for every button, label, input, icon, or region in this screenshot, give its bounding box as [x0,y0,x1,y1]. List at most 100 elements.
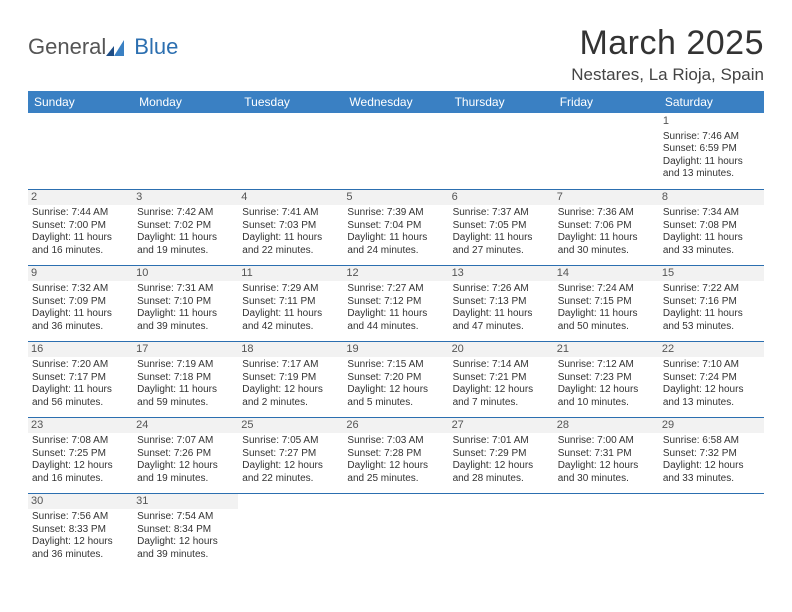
calendar-week-row: 1Sunrise: 7:46 AMSunset: 6:59 PMDaylight… [28,113,764,189]
calendar-week-row: 2Sunrise: 7:44 AMSunset: 7:00 PMDaylight… [28,189,764,265]
day-number: 3 [133,190,238,206]
sunset-text: Sunset: 7:05 PM [453,220,550,233]
sunset-text: Sunset: 8:33 PM [32,524,129,537]
sunset-text: Sunset: 7:29 PM [453,448,550,461]
sunrise-text: Sunrise: 6:58 AM [663,435,760,448]
calendar-day-cell: 16Sunrise: 7:20 AMSunset: 7:17 PMDayligh… [28,341,133,417]
calendar-day-cell: 22Sunrise: 7:10 AMSunset: 7:24 PMDayligh… [659,341,764,417]
sunset-text: Sunset: 7:21 PM [453,372,550,385]
calendar-day-cell: 3Sunrise: 7:42 AMSunset: 7:02 PMDaylight… [133,189,238,265]
sunset-text: Sunset: 7:31 PM [558,448,655,461]
day-number: 19 [343,342,448,358]
calendar-day-cell: 6Sunrise: 7:37 AMSunset: 7:05 PMDaylight… [449,189,554,265]
sunrise-text: Sunrise: 7:08 AM [32,435,129,448]
calendar-day-cell: 5Sunrise: 7:39 AMSunset: 7:04 PMDaylight… [343,189,448,265]
calendar-day-cell: 25Sunrise: 7:05 AMSunset: 7:27 PMDayligh… [238,417,343,493]
sunset-text: Sunset: 7:10 PM [137,296,234,309]
sunrise-text: Sunrise: 7:37 AM [453,207,550,220]
brand-logo: General Blue [28,24,178,60]
day-number: 28 [554,418,659,434]
calendar-week-row: 9Sunrise: 7:32 AMSunset: 7:09 PMDaylight… [28,265,764,341]
calendar-day-cell [659,493,764,569]
day-number: 1 [663,115,760,129]
calendar-day-cell: 23Sunrise: 7:08 AMSunset: 7:25 PMDayligh… [28,417,133,493]
calendar-day-cell: 17Sunrise: 7:19 AMSunset: 7:18 PMDayligh… [133,341,238,417]
day-number: 31 [133,494,238,510]
calendar-day-cell: 20Sunrise: 7:14 AMSunset: 7:21 PMDayligh… [449,341,554,417]
daylight-text: Daylight: 12 hours and 39 minutes. [137,536,234,561]
sunset-text: Sunset: 7:28 PM [347,448,444,461]
daylight-text: Daylight: 12 hours and 10 minutes. [558,384,655,409]
calendar-day-cell: 11Sunrise: 7:29 AMSunset: 7:11 PMDayligh… [238,265,343,341]
day-number: 5 [343,190,448,206]
day-number: 22 [659,342,764,358]
daylight-text: Daylight: 11 hours and 50 minutes. [558,308,655,333]
sunrise-text: Sunrise: 7:54 AM [137,511,234,524]
sunset-text: Sunset: 7:26 PM [137,448,234,461]
daylight-text: Daylight: 11 hours and 19 minutes. [137,232,234,257]
sunrise-text: Sunrise: 7:26 AM [453,283,550,296]
month-title: March 2025 [571,24,764,63]
sunset-text: Sunset: 7:32 PM [663,448,760,461]
daylight-text: Daylight: 12 hours and 28 minutes. [453,460,550,485]
sunrise-text: Sunrise: 7:15 AM [347,359,444,372]
daylight-text: Daylight: 12 hours and 2 minutes. [242,384,339,409]
daylight-text: Daylight: 11 hours and 42 minutes. [242,308,339,333]
calendar-day-cell: 9Sunrise: 7:32 AMSunset: 7:09 PMDaylight… [28,265,133,341]
sunset-text: Sunset: 7:00 PM [32,220,129,233]
calendar-day-cell [343,113,448,189]
brand-text-part1: General [28,34,106,59]
calendar-day-cell: 14Sunrise: 7:24 AMSunset: 7:15 PMDayligh… [554,265,659,341]
daylight-text: Daylight: 12 hours and 30 minutes. [558,460,655,485]
calendar-day-cell: 19Sunrise: 7:15 AMSunset: 7:20 PMDayligh… [343,341,448,417]
daylight-text: Daylight: 12 hours and 16 minutes. [32,460,129,485]
day-number: 11 [238,266,343,282]
sunrise-text: Sunrise: 7:29 AM [242,283,339,296]
calendar-day-cell: 10Sunrise: 7:31 AMSunset: 7:10 PMDayligh… [133,265,238,341]
calendar-day-cell: 29Sunrise: 6:58 AMSunset: 7:32 PMDayligh… [659,417,764,493]
calendar-day-cell [449,113,554,189]
calendar-week-row: 16Sunrise: 7:20 AMSunset: 7:17 PMDayligh… [28,341,764,417]
daylight-text: Daylight: 11 hours and 24 minutes. [347,232,444,257]
sunrise-text: Sunrise: 7:00 AM [558,435,655,448]
brand-text: General [28,34,106,60]
sunset-text: Sunset: 7:08 PM [663,220,760,233]
daylight-text: Daylight: 11 hours and 13 minutes. [663,156,760,181]
daylight-text: Daylight: 11 hours and 36 minutes. [32,308,129,333]
sunrise-text: Sunrise: 7:22 AM [663,283,760,296]
weekday-header: Friday [554,91,659,113]
day-number: 18 [238,342,343,358]
sunset-text: Sunset: 7:18 PM [137,372,234,385]
brand-mark-icon [106,36,132,56]
sunrise-text: Sunrise: 7:20 AM [32,359,129,372]
daylight-text: Daylight: 12 hours and 36 minutes. [32,536,129,561]
calendar-day-cell [238,113,343,189]
day-number: 24 [133,418,238,434]
calendar-day-cell: 24Sunrise: 7:07 AMSunset: 7:26 PMDayligh… [133,417,238,493]
sunset-text: Sunset: 7:16 PM [663,296,760,309]
brand-text-blue: Blue [134,34,178,60]
daylight-text: Daylight: 11 hours and 16 minutes. [32,232,129,257]
sunset-text: Sunset: 7:03 PM [242,220,339,233]
day-number: 14 [554,266,659,282]
sunset-text: Sunset: 7:25 PM [32,448,129,461]
sunrise-text: Sunrise: 7:10 AM [663,359,760,372]
daylight-text: Daylight: 11 hours and 33 minutes. [663,232,760,257]
sunset-text: Sunset: 7:24 PM [663,372,760,385]
day-number: 2 [28,190,133,206]
sunrise-text: Sunrise: 7:12 AM [558,359,655,372]
calendar-day-cell: 15Sunrise: 7:22 AMSunset: 7:16 PMDayligh… [659,265,764,341]
weekday-header: Wednesday [343,91,448,113]
sunset-text: Sunset: 8:34 PM [137,524,234,537]
calendar-week-row: 30Sunrise: 7:56 AMSunset: 8:33 PMDayligh… [28,493,764,569]
calendar-day-cell [133,113,238,189]
sunrise-text: Sunrise: 7:46 AM [663,131,760,144]
weekday-header: Sunday [28,91,133,113]
sunrise-text: Sunrise: 7:31 AM [137,283,234,296]
calendar-day-cell [343,493,448,569]
calendar-day-cell: 13Sunrise: 7:26 AMSunset: 7:13 PMDayligh… [449,265,554,341]
day-number: 25 [238,418,343,434]
sunrise-text: Sunrise: 7:24 AM [558,283,655,296]
calendar-day-cell: 7Sunrise: 7:36 AMSunset: 7:06 PMDaylight… [554,189,659,265]
calendar-day-cell [554,113,659,189]
